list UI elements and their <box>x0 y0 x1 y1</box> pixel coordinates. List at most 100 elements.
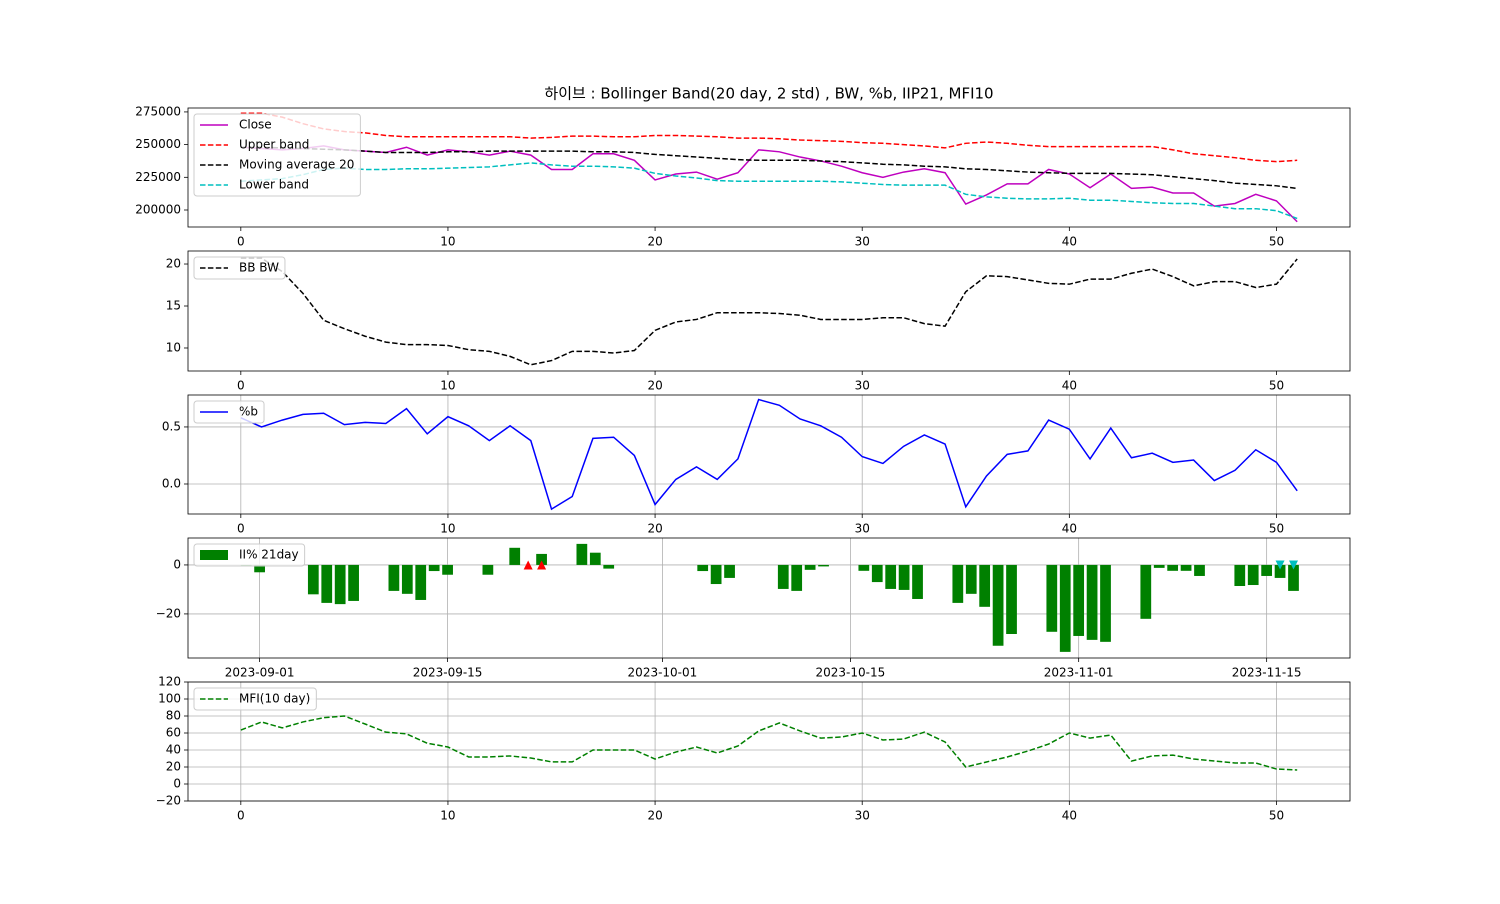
signal-marker <box>1288 560 1298 570</box>
y-tick-label: 0.0 <box>162 476 181 490</box>
legend-label: MFI(10 day) <box>239 692 310 706</box>
bar <box>1086 564 1098 640</box>
y-tick-label: 200000 <box>135 203 181 217</box>
axes-frame <box>187 394 1351 515</box>
bar <box>442 564 453 575</box>
x-tick-label: 50 <box>1269 235 1284 249</box>
y-tick-label: −20 <box>156 606 181 620</box>
x-tick-label: 40 <box>1062 379 1077 393</box>
axes-frame <box>187 681 1351 802</box>
legend: %b <box>193 400 265 424</box>
x-tick-label: 0 <box>237 235 245 249</box>
axes-frame <box>187 250 1351 372</box>
bar <box>871 564 883 583</box>
bar <box>603 564 615 569</box>
bar <box>415 564 427 600</box>
bar <box>1247 564 1259 586</box>
bar <box>536 553 547 565</box>
legend-label: BB BW <box>239 261 279 275</box>
x-tick-label: 2023-10-01 <box>628 666 698 680</box>
bar <box>858 564 870 571</box>
x-tick-label: 20 <box>647 235 662 249</box>
bar <box>1274 564 1286 578</box>
signal-marker <box>523 560 533 570</box>
bar <box>1234 564 1246 586</box>
x-tick-label: 40 <box>1062 809 1077 823</box>
bar <box>576 543 588 565</box>
bar <box>965 564 977 594</box>
bar <box>482 564 494 575</box>
bar <box>428 564 440 572</box>
bar <box>1288 564 1299 591</box>
panel: 0 10 20 30 40 50 10 15 20 BB BW <box>166 250 1351 393</box>
bar <box>1167 564 1179 571</box>
axes-frame <box>187 537 1351 659</box>
legend: II% 21day <box>193 543 306 567</box>
signal-marker <box>1275 560 1285 570</box>
chart-title: 하이브 : Bollinger Band(20 day, 2 std) , BW… <box>544 85 993 103</box>
x-tick-label: 30 <box>855 235 870 249</box>
y-tick-label: 100 <box>158 692 181 706</box>
bar <box>1006 564 1017 634</box>
y-tick-label: 120 <box>158 675 181 689</box>
x-tick-label: 10 <box>440 379 455 393</box>
bar <box>979 564 991 607</box>
legend: MFI(10 day) <box>193 687 317 711</box>
bar <box>1180 564 1192 571</box>
legend-label: Moving average 20 <box>239 158 354 172</box>
panel: 0 10 20 30 40 50 −20 0 20 40 60 80 100 120 MFI(10 day) <box>156 675 1351 823</box>
y-tick-label: 250000 <box>135 137 181 151</box>
x-tick-label: 20 <box>647 522 662 536</box>
x-tick-label: 50 <box>1269 522 1284 536</box>
legend: BB BW <box>193 256 286 280</box>
x-tick-label: 2023-11-01 <box>1044 666 1114 680</box>
bar <box>818 564 829 567</box>
bar <box>334 564 346 605</box>
x-tick-label: 10 <box>440 809 455 823</box>
legend-frame <box>193 113 361 197</box>
bar <box>1194 564 1205 576</box>
bar <box>307 564 319 595</box>
bar <box>254 564 265 573</box>
x-tick-label: 40 <box>1062 235 1077 249</box>
y-tick-label: 10 <box>166 340 181 354</box>
bar <box>710 564 722 585</box>
legend-label: II% 21day <box>239 548 299 562</box>
y-tick-label: 15 <box>166 299 181 313</box>
signal-marker <box>537 560 547 570</box>
bar <box>898 564 910 590</box>
x-tick-label: 2023-09-01 <box>225 666 295 680</box>
legend-frame <box>193 687 317 711</box>
bar <box>1140 564 1152 619</box>
legend: Close Upper band Moving average 20 Lower ba… <box>193 113 361 197</box>
bar <box>1059 564 1071 652</box>
bar <box>1261 564 1273 576</box>
y-tick-label: 60 <box>166 726 181 740</box>
series-line <box>240 146 1298 190</box>
panel: 2023-09-01 2023-09-15 2023-10-01 2023-10-15… <box>156 537 1351 680</box>
x-tick-label: 50 <box>1269 809 1284 823</box>
x-tick-label: 0 <box>237 522 245 536</box>
bar <box>777 564 789 589</box>
x-tick-label: 0 <box>237 379 245 393</box>
bar <box>321 564 333 603</box>
legend-label: %b <box>239 405 258 419</box>
y-tick-label: 20 <box>166 760 181 774</box>
bar <box>885 564 897 589</box>
x-tick-label: 20 <box>647 379 662 393</box>
bar <box>1046 564 1058 632</box>
bar <box>388 564 400 591</box>
x-tick-label: 30 <box>855 522 870 536</box>
bar <box>992 564 1004 646</box>
x-tick-label: 20 <box>647 809 662 823</box>
bar <box>348 564 359 601</box>
bar <box>697 564 709 572</box>
series-line <box>240 257 1298 366</box>
y-tick-label: −20 <box>156 794 181 808</box>
bar <box>509 547 521 565</box>
panel: 0 10 20 30 40 50 0.0 0.5 %b <box>162 394 1351 536</box>
y-tick-label: 275000 <box>135 104 181 118</box>
series-line <box>240 145 1298 223</box>
x-tick-label: 40 <box>1062 522 1077 536</box>
